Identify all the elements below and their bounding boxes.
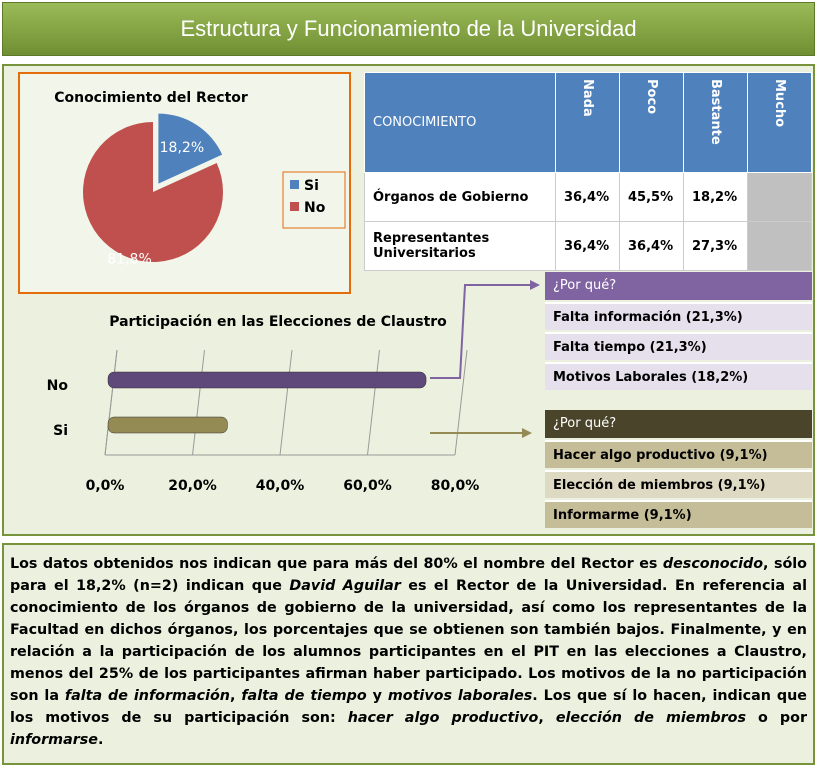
cell: Órganos de Gobierno: [364, 172, 556, 222]
text-run: motivos laborales: [387, 688, 533, 704]
header-cell: Mucho: [747, 72, 812, 173]
cell: 36,4%: [555, 221, 620, 271]
x-tick-label: 20,0%: [168, 478, 217, 494]
x-tick-label: 40,0%: [256, 478, 305, 494]
text-run: elección de miembros: [555, 710, 746, 726]
axis: [104, 349, 118, 456]
legend-label: No: [304, 200, 326, 216]
header-cell: Poco: [619, 72, 684, 173]
pie-slice: [158, 113, 223, 184]
table: CONOCIMIENTO Nada Poco Bastante Mucho Órganos…: [364, 72, 812, 271]
empty-cell: [747, 221, 812, 271]
list-item: Motivos Laborales (18,2%): [545, 362, 812, 390]
pie-slice: [83, 122, 224, 262]
y-tick-label: No: [47, 378, 69, 394]
x-tick-label: 60,0%: [343, 478, 392, 494]
text-run: y: [366, 688, 388, 704]
data-label: 81,8%: [107, 251, 151, 267]
list-item: Elección de miembros (9,1%): [545, 470, 812, 498]
text-run: o por: [745, 710, 807, 726]
bar-chart: Participación en las Elecciones de Claus…: [47, 314, 480, 494]
text-run: hacer algo productivo: [347, 710, 539, 726]
list-title: ¿Por qué?: [545, 410, 812, 438]
bar: [107, 371, 427, 389]
list-title: ¿Por qué?: [545, 272, 812, 300]
arrow-head: [530, 280, 540, 290]
cell: 45,5%: [619, 172, 684, 222]
legend-label: Si: [304, 178, 319, 194]
pie-title: Conocimiento del Rector: [54, 90, 248, 106]
arrow: [430, 432, 522, 434]
list-item: Falta tiempo (21,3%): [545, 332, 812, 360]
grid-line: [192, 349, 205, 456]
list-item: Hacer algo productivo (9,1%): [545, 440, 812, 468]
cell: 36,4%: [555, 172, 620, 222]
list-item: Informarme (9,1%): [545, 500, 812, 528]
header-cell: Nada: [555, 72, 620, 173]
y-tick-label: Si: [53, 423, 68, 439]
cell: 27,3%: [683, 221, 748, 271]
x-tick-label: 80,0%: [431, 478, 480, 494]
text-run: .: [97, 732, 104, 748]
header-title: Estructura y Funcionamiento de la Univer…: [2, 2, 815, 56]
text-run: ,: [229, 688, 242, 704]
table-row: Órganos de Gobierno 36,4% 45,5% 18,2%: [364, 172, 812, 222]
text-run: desconocido: [662, 556, 764, 572]
bar-title: Participación en las Elecciones de Claus…: [109, 314, 447, 330]
pie-chart: Conocimiento del Rector 18,2% 81,8% Si No: [54, 90, 346, 267]
table-header: CONOCIMIENTO Nada Poco Bastante Mucho: [364, 72, 812, 173]
paragraph: Los datos obtenidos nos indican que para…: [2, 543, 815, 765]
cell: 18,2%: [683, 172, 748, 222]
cell: 36,4%: [619, 221, 684, 271]
grid-line: [279, 349, 293, 456]
text-run: informarse: [10, 732, 98, 748]
x-tick-label: 0,0%: [86, 478, 125, 494]
text-run: falta de información: [64, 688, 230, 704]
legend-swatch: [290, 180, 299, 189]
empty-cell: [747, 172, 812, 222]
list-item: Falta información (21,3%): [545, 302, 812, 330]
header-cell: CONOCIMIENTO: [364, 72, 556, 173]
bar: [107, 416, 228, 434]
text-run: . Los que sí lo hacen, indican que los m…: [10, 688, 807, 726]
grid-line: [367, 349, 380, 456]
data-label: 18,2%: [160, 140, 204, 156]
arrow: [430, 284, 530, 379]
text-run: falta de tiempo: [241, 688, 367, 704]
arrow-head: [522, 428, 532, 438]
text-run: es el Rector de la Universidad. En refer…: [10, 578, 807, 704]
table-row: Representantes Universitarios 36,4% 36,4% 2…: [364, 221, 812, 271]
cell: Representantes Universitarios: [364, 221, 556, 271]
text-run: Los datos obtenidos nos indican que para…: [10, 556, 663, 572]
text-run: ,: [538, 710, 556, 726]
header-cell: Bastante: [683, 72, 748, 173]
grid-line: [454, 349, 468, 456]
text-run: , sólo para el 18,2% (n=2) indican que: [10, 556, 807, 594]
legend-swatch: [290, 202, 299, 211]
text-run: David Aguilar: [289, 578, 401, 594]
arrows: [430, 280, 540, 438]
